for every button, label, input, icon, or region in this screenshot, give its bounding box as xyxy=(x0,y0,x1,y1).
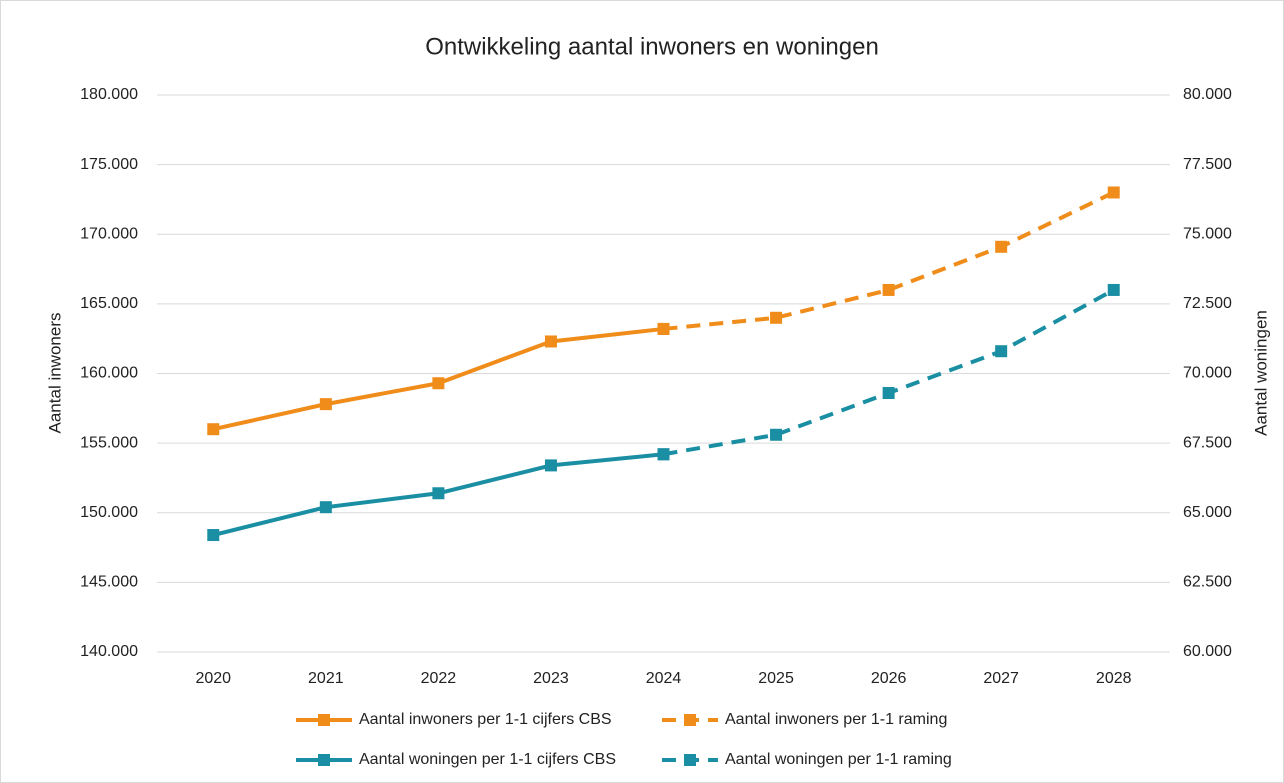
x-tick-label: 2024 xyxy=(646,670,682,687)
chart-title: Ontwikkeling aantal inwoners en woningen xyxy=(425,33,879,60)
data-point xyxy=(1107,186,1120,199)
data-point xyxy=(544,335,557,348)
y2-tick-label: 65.000 xyxy=(1183,504,1232,521)
y-tick-label: 175.000 xyxy=(80,156,138,173)
data-point xyxy=(207,423,220,436)
y-tick-label: 155.000 xyxy=(80,434,138,451)
y2-tick-label: 62.500 xyxy=(1183,574,1232,591)
legend-label: Aantal inwoners per 1-1 cijfers CBS xyxy=(359,711,612,728)
data-point xyxy=(207,529,220,542)
y2-axis-title: Aantal woningen xyxy=(1251,310,1270,436)
data-point xyxy=(657,322,670,335)
x-tick-label: 2028 xyxy=(1096,670,1132,687)
y2-tick-label: 60.000 xyxy=(1183,643,1232,660)
series-line xyxy=(663,190,1115,331)
y-tick-label: 140.000 xyxy=(80,643,138,660)
data-point xyxy=(770,311,783,324)
x-tick-label: 2022 xyxy=(421,670,457,687)
x-tick-label: 2021 xyxy=(308,670,344,687)
y2-tick-label: 75.000 xyxy=(1183,225,1232,242)
legend-marker xyxy=(684,754,696,766)
y-tick-label: 160.000 xyxy=(80,365,138,382)
x-tick-label: 2025 xyxy=(758,670,794,687)
data-point xyxy=(319,501,332,514)
data-point xyxy=(657,448,670,461)
data-point xyxy=(995,345,1008,358)
y2-tick-label: 67.500 xyxy=(1183,434,1232,451)
y-tick-label: 170.000 xyxy=(80,225,138,242)
data-point xyxy=(432,487,445,500)
legend-marker xyxy=(684,714,696,726)
x-tick-label: 2020 xyxy=(195,670,231,687)
y2-tick-label: 72.500 xyxy=(1183,295,1232,312)
data-point xyxy=(1107,283,1120,296)
data-point xyxy=(882,283,895,296)
y2-tick-label: 80.000 xyxy=(1183,86,1232,103)
data-point xyxy=(432,377,445,390)
y2-tick-label: 70.000 xyxy=(1183,365,1232,382)
legend-label: Aantal inwoners per 1-1 raming xyxy=(725,711,947,728)
y-axis-title: Aantal inwoners xyxy=(45,313,64,434)
y2-tick-label: 77.500 xyxy=(1183,156,1232,173)
x-tick-label: 2026 xyxy=(871,670,907,687)
data-point xyxy=(770,428,783,441)
y-tick-label: 180.000 xyxy=(80,86,138,103)
legend-label: Aantal woningen per 1-1 cijfers CBS xyxy=(359,751,616,768)
legend-marker xyxy=(318,714,330,726)
legend-label: Aantal woningen per 1-1 raming xyxy=(725,751,952,768)
y-tick-label: 150.000 xyxy=(80,504,138,521)
data-point xyxy=(995,240,1008,253)
x-tick-label: 2027 xyxy=(983,670,1019,687)
y-tick-label: 145.000 xyxy=(80,574,138,591)
legend-marker xyxy=(318,754,330,766)
data-point xyxy=(319,398,332,411)
data-point xyxy=(544,459,557,472)
x-tick-label: 2023 xyxy=(533,670,569,687)
data-point xyxy=(882,386,895,399)
y-tick-label: 165.000 xyxy=(80,295,138,312)
